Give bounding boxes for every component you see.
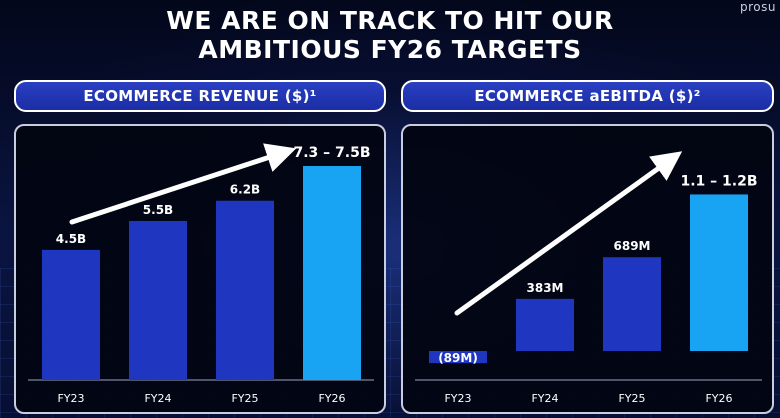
revenue-chart-header: ECOMMERCE REVENUE ($)¹ bbox=[14, 80, 386, 112]
title-line-2: AMBITIOUS FY26 TARGETS bbox=[198, 35, 582, 64]
aebitda-bar-fy25 bbox=[603, 257, 661, 351]
revenue-tick-fy26: FY26 bbox=[318, 392, 345, 405]
aebitda-tick-fy23: FY23 bbox=[444, 392, 471, 405]
aebitda-bar-fy26 bbox=[690, 194, 748, 351]
aebitda-chart-header: ECOMMERCE aEBITDA ($)² bbox=[401, 80, 774, 112]
aebitda-value-label-fy26: 1.1 – 1.2B bbox=[680, 173, 757, 189]
revenue-value-label-fy26: 7.3 – 7.5B bbox=[293, 145, 370, 161]
revenue-trend-arrow bbox=[69, 143, 297, 225]
brand-logo-text: prosu bbox=[740, 0, 776, 14]
revenue-bar-fy26 bbox=[303, 166, 361, 380]
aebitda-value-label-fy25: 689M bbox=[614, 239, 651, 253]
title-line-1: WE ARE ON TRACK TO HIT OUR bbox=[166, 6, 614, 35]
aebitda-tick-fy26: FY26 bbox=[705, 392, 732, 405]
aebitda-tick-fy25: FY25 bbox=[618, 392, 645, 405]
aebitda-tick-fy24: FY24 bbox=[531, 392, 558, 405]
aebitda-trend-arrow bbox=[454, 151, 683, 316]
revenue-bar-fy24 bbox=[129, 220, 187, 380]
revenue-value-label-fy24: 5.5B bbox=[143, 203, 173, 217]
page-title: WE ARE ON TRACK TO HIT OUR AMBITIOUS FY2… bbox=[0, 6, 780, 64]
aebitda-bar-fy24 bbox=[516, 298, 574, 351]
revenue-tick-fy24: FY24 bbox=[144, 392, 171, 405]
revenue-value-label-fy23: 4.5B bbox=[56, 232, 86, 246]
aebitda-bar-fy23 bbox=[429, 351, 487, 364]
revenue-bar-fy23 bbox=[42, 249, 100, 380]
revenue-tick-fy23: FY23 bbox=[57, 392, 84, 405]
aebitda-value-label-fy24: 383M bbox=[527, 281, 564, 295]
aebitda-value-label-fy23: (89M) bbox=[438, 351, 478, 365]
revenue-tick-fy25: FY25 bbox=[231, 392, 258, 405]
revenue-bar-fy25 bbox=[216, 200, 274, 380]
revenue-value-label-fy25: 6.2B bbox=[230, 183, 260, 197]
